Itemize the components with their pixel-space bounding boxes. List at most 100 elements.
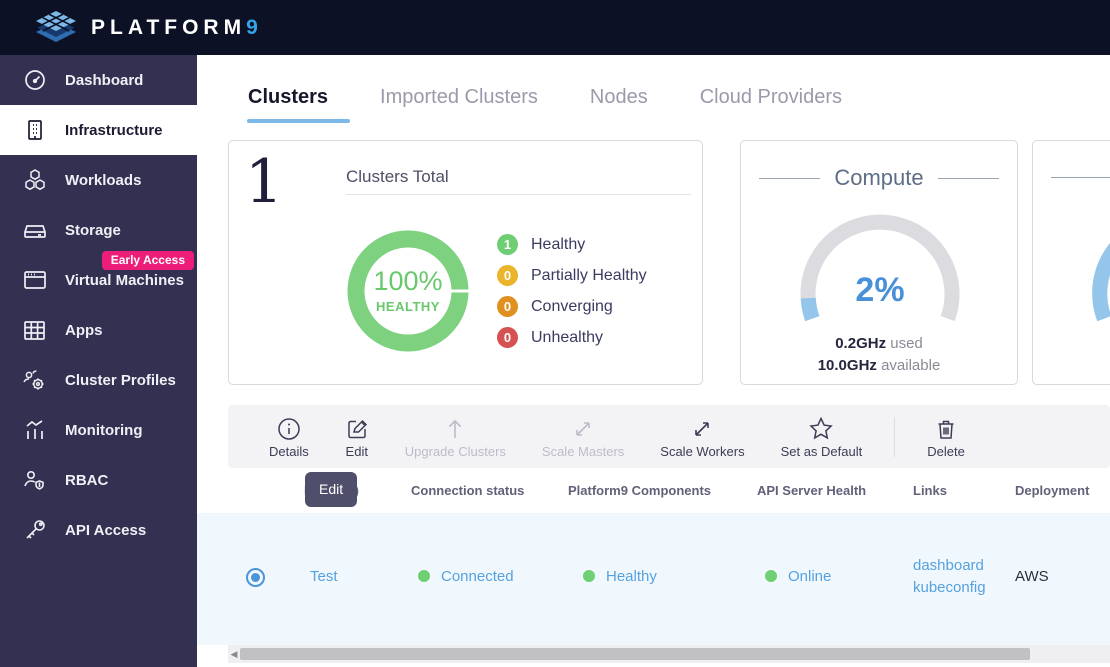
clusters-total-card: 1 Clusters Total 100% HEALTHY 1 Healthy [228,140,703,385]
details-button[interactable]: Details [251,415,327,459]
clusters-card-title: Clusters Total [346,167,449,186]
app-header: PLATFORM9 [0,0,1110,55]
gauge-arc [1092,243,1110,322]
scale-masters-button[interactable]: Scale Masters [524,415,642,459]
sidebar-item-apps[interactable]: Apps [0,305,197,355]
storage-drive-icon [21,217,48,244]
platform9-logo[interactable]: PLATFORM9 [33,10,258,46]
sidebar-item-label: Workloads [65,171,142,189]
toolbar-divider [894,416,896,457]
compute-card-title-bar: Compute [759,165,999,191]
sidebar-item-label: Monitoring [65,421,143,439]
scale-diagonal-icon [690,415,714,441]
sidebar-item-cluster-profiles[interactable]: Cluster Profiles [0,355,197,405]
column-header-platform9-components[interactable]: Platform9 Components [568,483,712,498]
sidebar-item-label: API Access [65,521,147,539]
cluster-actions-toolbar: Details Edit Upgrade Clusters Scale Mast… [228,405,1110,468]
compute-used: 0.2GHz used [835,335,923,352]
tab-nodes[interactable]: Nodes [589,86,648,108]
star-icon [808,415,834,441]
sidebar-item-label: Dashboard [65,71,144,89]
sidebar-item-virtual-machines[interactable]: Early Access Virtual Machines [0,251,197,305]
cluster-table-row[interactable]: Test Connected Healthy Online dashboard … [197,513,1110,645]
connection-status-cell: Connected [418,568,514,585]
kubeconfig-link[interactable]: kubeconfig [913,579,986,596]
sidebar: Dashboard Infrastructure Workloads Stora… [0,55,197,667]
compute-card: Compute 2% 0.2GHz used 10.0GHz available [740,140,1018,385]
speedometer-icon [21,67,48,94]
converging-count-badge: 0 [497,296,518,317]
platform9-logo-icon [35,10,77,42]
partial-card [1032,140,1110,385]
building-icon [21,117,48,144]
legend-row-partially-healthy: 0 Partially Healthy [497,265,647,286]
donut-percent: 100% [373,266,443,296]
title-divider [346,194,691,195]
donut-status: HEALTHY [376,299,440,314]
partial-gauge [1077,199,1110,324]
tab-bar: Clusters Imported Clusters Nodes Cloud P… [246,86,842,123]
compute-percent: 2% [855,271,905,309]
set-as-default-button[interactable]: Set as Default [763,415,881,459]
arrow-up-icon [444,415,466,441]
compute-card-title: Compute [834,165,924,190]
green-status-dot [765,570,777,582]
brand-text: PLATFORM9 [91,15,258,39]
scale-workers-button[interactable]: Scale Workers [642,415,762,459]
column-header-deployment[interactable]: Deployment [1015,483,1090,498]
sidebar-item-label: Storage [65,221,121,239]
sidebar-item-rbac[interactable]: RBAC [0,455,197,505]
scroll-left-arrow-icon[interactable]: ◀ [230,648,238,659]
profiles-gear-icon [21,367,48,394]
cluster-name-link[interactable]: Test [310,568,338,585]
donut-label: 100% HEALTHY [341,266,475,314]
sidebar-item-label: Apps [65,321,103,339]
vm-window-icon [21,267,48,294]
sidebar-item-label: Virtual Machines [65,271,184,289]
sidebar-item-infrastructure[interactable]: Infrastructure [0,105,197,155]
health-legend: 1 Healthy 0 Partially Healthy 0 Convergi… [497,234,647,348]
unhealthy-count-badge: 0 [497,327,518,348]
edit-button[interactable]: Edit [327,415,387,459]
scale-diagonal-icon [571,415,595,441]
sidebar-item-monitoring[interactable]: Monitoring [0,405,197,455]
sidebar-item-workloads[interactable]: Workloads [0,155,197,205]
healthy-count-badge: 1 [497,234,518,255]
column-header-links[interactable]: Links [913,483,947,498]
horizontal-scrollbar[interactable]: ◀ [228,645,1110,663]
early-access-badge: Early Access [101,251,194,270]
sidebar-item-dashboard[interactable]: Dashboard [0,55,197,105]
gauge-arc [800,214,960,322]
scrollbar-thumb[interactable] [240,648,1030,660]
legend-row-healthy: 1 Healthy [497,234,647,255]
legend-row-converging: 0 Converging [497,296,647,317]
tab-clusters[interactable]: Clusters [246,86,351,123]
key-icon [21,517,48,544]
info-icon [277,415,301,441]
sidebar-item-label: Cluster Profiles [65,371,176,389]
compute-stats: 0.2GHz used 10.0GHz available [741,333,1017,377]
column-header-connection-status[interactable]: Connection status [411,483,525,498]
components-health-cell: Healthy [583,568,657,585]
sidebar-item-label: Infrastructure [65,121,163,139]
delete-button[interactable]: Delete [909,415,983,459]
partial-card-title-line [1051,177,1110,178]
tab-imported-clusters[interactable]: Imported Clusters [380,86,538,108]
column-header-api-server-health[interactable]: API Server Health [757,483,867,498]
tab-cloud-providers[interactable]: Cloud Providers [699,86,842,108]
chart-bars-icon [21,417,48,444]
row-radio-button[interactable] [246,568,265,587]
partially-healthy-count-badge: 0 [497,265,518,286]
health-donut-chart: 100% HEALTHY [341,224,475,358]
dashboard-link[interactable]: dashboard [913,557,984,574]
green-status-dot [583,570,595,582]
apps-grid-icon [21,317,48,344]
main-content: Clusters Imported Clusters Nodes Cloud P… [197,55,1110,667]
cubes-icon [21,167,48,194]
sidebar-item-storage[interactable]: Storage [0,205,197,255]
upgrade-clusters-button[interactable]: Upgrade Clusters [387,415,524,459]
sidebar-item-label: RBAC [65,471,109,489]
legend-row-unhealthy: 0 Unhealthy [497,327,647,348]
sidebar-item-api-access[interactable]: API Access [0,505,197,555]
